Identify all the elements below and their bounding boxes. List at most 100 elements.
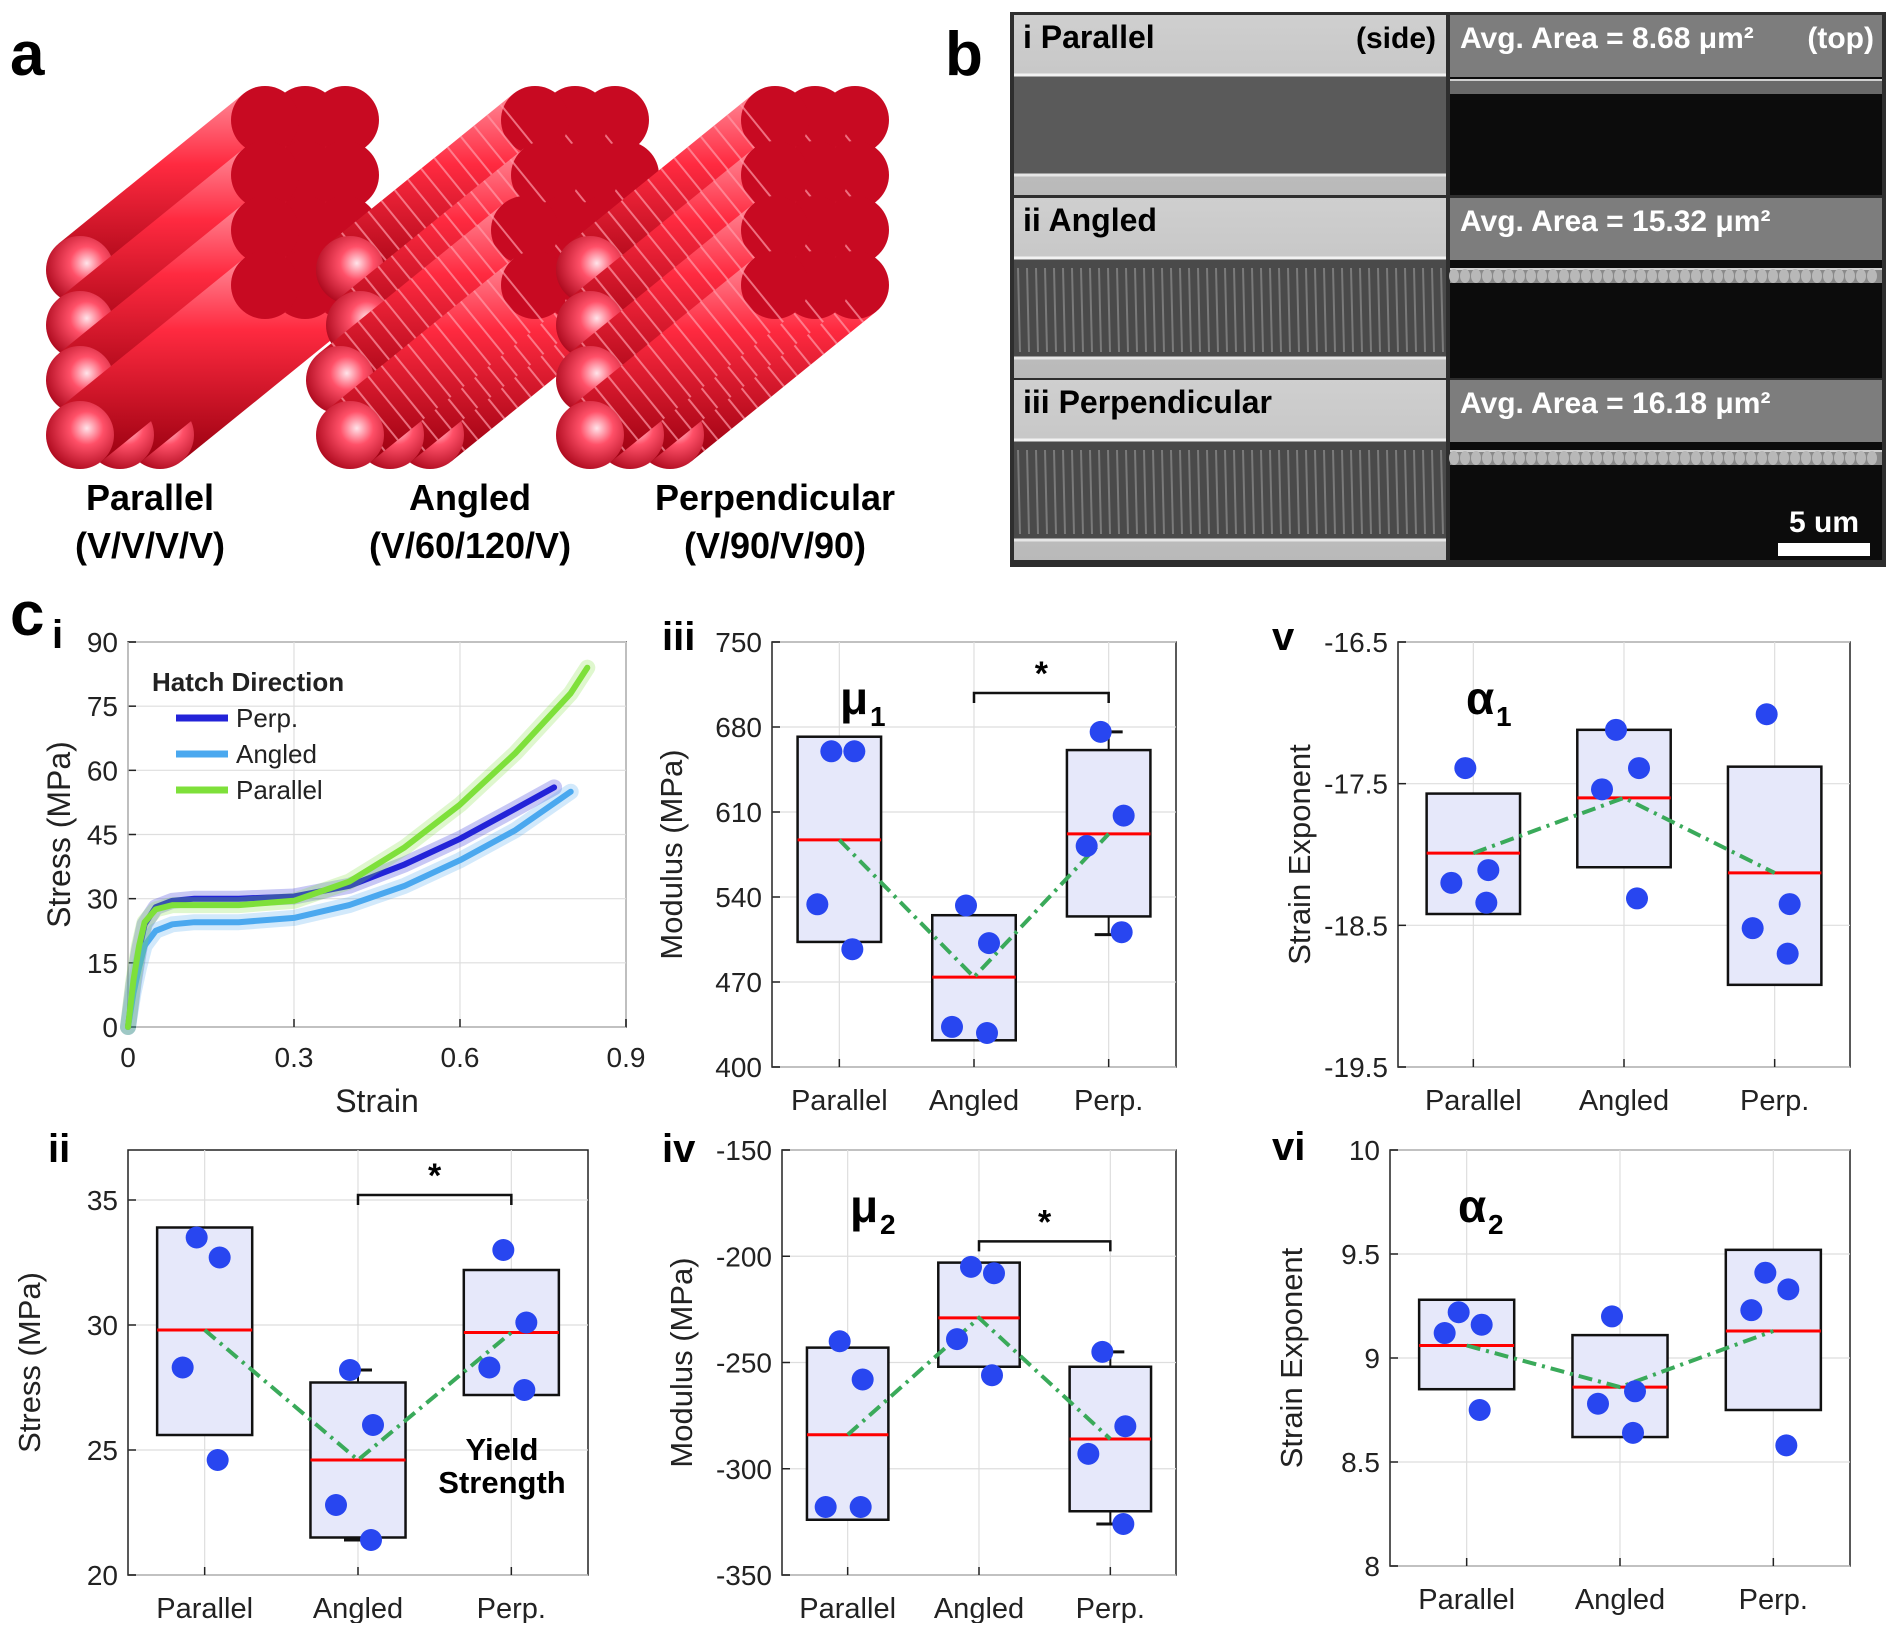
y-tick-label: 45 [87,820,118,851]
sem-ridge [1179,449,1183,535]
rod-far-cap [231,86,299,154]
data-point [820,740,843,763]
data-point [1754,1261,1777,1284]
data-point [828,1330,851,1353]
data-point [983,1262,1005,1285]
sem-top-bead [1592,269,1602,283]
sem-top-bead [1636,269,1646,283]
data-point [1440,871,1463,894]
sem-top-bead [1493,451,1503,465]
box [1726,765,1823,987]
data-point [492,1239,515,1261]
sem-top-bead [1614,269,1624,283]
sem-top-tag: (top) [1807,22,1874,55]
y-tick-label: 610 [715,797,762,828]
rod-stripe [354,386,399,441]
sem-ridge [1305,267,1309,353]
x-tick-label: 0.9 [607,1042,646,1073]
rod [556,251,809,469]
data-point [1112,804,1135,827]
sem-top-bead [1581,451,1591,465]
sem-ridge [1323,449,1327,535]
sem-top-bead [1691,269,1701,283]
sem-ridge [1080,267,1084,353]
sem-ridge [1098,267,1102,353]
x-tick-label: Parallel [791,1085,888,1117]
data-point [1776,942,1799,965]
chart-ciii: iii 400 470 540 610 680 750 Parallel Angled Perp.… [654,615,1177,1117]
y-tick-label: 0 [102,1012,118,1043]
sem-top-bead [1493,269,1503,283]
parameter-subscript: 2 [880,1209,896,1240]
parameter-symbol: μ [840,672,868,724]
x-tick-label: Angled [929,1085,1019,1117]
sem-ridge [1224,267,1228,353]
structure-code: (V/90/V/90) [684,525,866,566]
x-tick-label: Angled [313,1593,403,1623]
data-point [1075,835,1098,857]
sem-top-bead [1482,269,1492,283]
parameter-symbol: μ [850,1180,878,1232]
sem-ridge [1431,267,1435,353]
data-point [362,1414,384,1436]
data-point [1112,1513,1135,1535]
sem-ridge [1215,267,1219,353]
rod-near-cap [556,401,624,469]
y-tick-label: 8 [1364,1551,1380,1582]
data-point [478,1356,501,1379]
data-point [1089,720,1112,743]
rod [46,141,299,359]
sem-top-bead [1680,451,1690,465]
sem-top-bead [1625,451,1635,465]
data-point [1778,893,1801,916]
sem-ridge [1431,449,1435,535]
sem-top-bead [1592,451,1602,465]
data-point [955,894,977,917]
y-tick-label: 540 [715,882,762,913]
y-axis-label: Modulus (MPa) [654,749,689,959]
legend-entry: Angled [236,739,317,769]
rod-stripe [607,375,652,430]
sem-top-substrate [1450,15,1882,77]
y-axis-label: Modulus (MPa) [664,1257,699,1467]
data-point [360,1529,382,1551]
data-point [206,1449,229,1471]
chart-roman-label: v [1272,615,1295,659]
sem-ridge [1170,267,1174,353]
x-tick-label: 0 [120,1042,136,1073]
data-point [978,932,1000,955]
data-point [843,740,866,763]
sem-ridge [1062,449,1066,535]
data-point [1605,718,1627,741]
sem-ridge [1161,267,1165,353]
chart-cii: ii 20 25 30 35 Parallel Angled Perp. Stress (MPa… [12,1127,589,1625]
x-tick-label: Angled [1575,1584,1665,1616]
y-tick-label: 8.5 [1341,1447,1380,1478]
sem-row-label: i Parallel [1023,19,1155,55]
sem-ridge [1341,449,1345,535]
rod-far-cap [231,196,299,264]
box [937,1261,1021,1368]
x-tick-label: Parallel [1418,1584,1515,1616]
y-tick-label: 15 [87,948,118,979]
x-tick-label: Perp. [1074,1085,1143,1117]
sem-top-bead [1713,451,1723,465]
sem-top-bead [1845,269,1855,283]
sem-top-bead [1757,269,1767,283]
data-point [1091,1340,1114,1363]
sem-ridge [1260,267,1264,353]
rod-stripe [686,311,732,366]
sem-ridge [1377,449,1381,535]
sem-ridge [1404,449,1408,535]
data-point [1755,703,1778,726]
rod-stripe [499,268,544,323]
x-tick-label: Angled [1579,1085,1669,1117]
y-axis-label: Stress (MPa) [41,741,77,928]
rod-stripe [699,300,745,355]
sem-top-bead [1801,269,1811,283]
sem-top-bead [1746,269,1756,283]
data-point [513,1379,536,1401]
data-point [1077,1442,1100,1465]
sem-ridge [1026,449,1030,535]
significance-bracket [356,1193,513,1205]
